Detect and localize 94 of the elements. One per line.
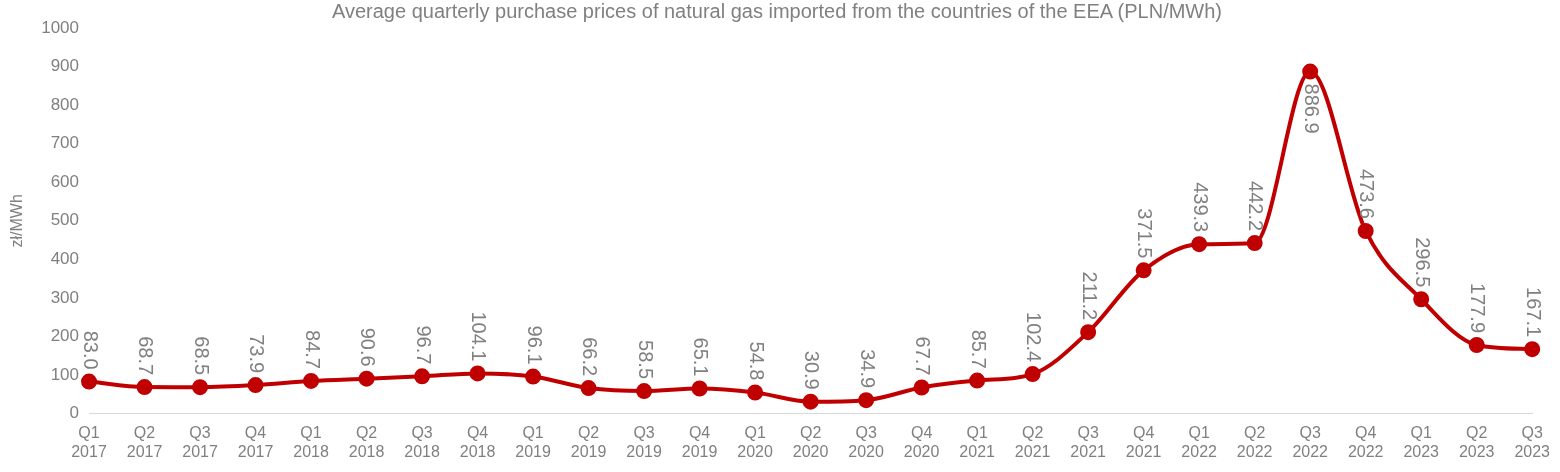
data-label: 58.5 xyxy=(634,340,657,380)
point xyxy=(414,368,431,385)
y-tick-label: 800 xyxy=(50,94,80,114)
y-axis-title: zł/MWh xyxy=(8,194,26,248)
x-tick-label: Q2 2017 xyxy=(126,423,163,460)
data-label: 65.1 xyxy=(690,337,713,377)
point xyxy=(81,373,98,390)
data-label: 67.7 xyxy=(912,336,935,376)
y-tick-label: 1000 xyxy=(41,17,80,37)
data-label: 442.2 xyxy=(1245,181,1268,232)
point xyxy=(1302,63,1319,80)
data-label: 296.5 xyxy=(1411,237,1434,288)
point xyxy=(691,380,708,397)
y-tick-label: 400 xyxy=(50,249,80,269)
point xyxy=(913,379,930,396)
point xyxy=(136,379,153,396)
point xyxy=(802,393,819,410)
data-label: 439.3 xyxy=(1189,182,1212,233)
x-tick-label: Q4 2017 xyxy=(237,423,274,460)
x-tick-label: Q2 2023 xyxy=(1458,423,1495,460)
y-tick-label: 600 xyxy=(50,171,80,191)
x-tick-label: Q2 2019 xyxy=(570,423,607,460)
point xyxy=(303,372,320,389)
x-tick-label: Q3 2021 xyxy=(1070,423,1107,460)
y-tick-label: 200 xyxy=(50,326,80,346)
chart-title: Average quarterly purchase prices of natural gas imported from the countries of the EEA (PLN/MWh) xyxy=(331,0,1223,22)
x-tick-label: Q2 2022 xyxy=(1236,423,1273,460)
data-label: 68.5 xyxy=(190,336,213,376)
x-tick-label: Q1 2018 xyxy=(293,423,329,460)
x-tick-label: Q3 2020 xyxy=(848,423,885,460)
point xyxy=(1468,337,1485,353)
point xyxy=(1524,341,1541,358)
point xyxy=(1191,236,1208,253)
x-tick-label: Q2 2020 xyxy=(792,423,829,460)
point xyxy=(1080,324,1097,341)
y-tick-label: 700 xyxy=(50,133,80,153)
point xyxy=(247,377,264,394)
x-tick-label: Q3 2022 xyxy=(1292,423,1329,460)
point xyxy=(1024,366,1041,383)
x-tick-label: Q1 2023 xyxy=(1403,423,1440,460)
x-tick-label: Q3 2019 xyxy=(626,423,662,460)
data-label: 96.1 xyxy=(523,325,546,365)
x-tick-label: Q1 2019 xyxy=(515,423,551,460)
y-tick-label: 500 xyxy=(50,210,80,230)
data-label: 90.6 xyxy=(357,327,380,367)
x-tick-label: Q4 2018 xyxy=(459,423,496,460)
data-label: 102.4 xyxy=(1023,312,1046,363)
point xyxy=(1413,291,1430,308)
data-label: 211.2 xyxy=(1078,271,1101,321)
data-label: 66.2 xyxy=(579,337,602,377)
data-label: 473.6 xyxy=(1356,168,1379,219)
data-label: 96.7 xyxy=(412,325,435,365)
data-label: 886.9 xyxy=(1300,83,1323,134)
x-tick-label: Q1 2022 xyxy=(1181,423,1218,460)
data-label: 30.9 xyxy=(801,350,824,390)
data-label: 83.0 xyxy=(79,330,102,370)
data-label: 104.1 xyxy=(468,311,491,362)
point xyxy=(969,372,986,389)
data-label: 84.7 xyxy=(301,330,324,369)
data-label: 167.1 xyxy=(1522,287,1545,338)
point xyxy=(358,370,375,387)
data-label: 85.7 xyxy=(967,329,990,369)
data-label: 34.9 xyxy=(856,349,879,389)
point xyxy=(858,392,875,409)
y-tick-label: 100 xyxy=(50,364,80,384)
data-label: 54.8 xyxy=(745,341,768,381)
x-tick-label: Q1 2017 xyxy=(71,423,107,460)
x-tick-label: Q4 2021 xyxy=(1125,423,1162,460)
x-tick-label: Q1 2020 xyxy=(737,423,773,460)
point xyxy=(636,383,653,400)
y-tick-label: 300 xyxy=(50,287,80,307)
point xyxy=(1135,262,1152,279)
x-tick-label: Q3 2017 xyxy=(182,423,218,460)
y-tick-label: 900 xyxy=(50,56,80,76)
x-tick-label: Q4 2020 xyxy=(903,423,940,460)
point xyxy=(1357,222,1374,239)
point xyxy=(192,379,209,396)
data-label: 68.7 xyxy=(135,336,158,376)
x-tick-label: Q1 2021 xyxy=(959,423,996,460)
data-label: 73.9 xyxy=(246,334,269,374)
x-tick-label: Q2 2021 xyxy=(1014,423,1051,460)
data-label: 177.9 xyxy=(1467,282,1490,334)
point xyxy=(525,368,542,385)
y-tick-label: 0 xyxy=(69,403,80,423)
x-tick-label: Q4 2022 xyxy=(1347,423,1384,460)
x-tick-label: Q3 2018 xyxy=(404,423,440,460)
point xyxy=(469,365,486,382)
x-tick-label: Q4 2019 xyxy=(681,423,718,460)
x-tick-label: Q2 2018 xyxy=(348,423,385,460)
x-tick-label: Q3 2023 xyxy=(1514,423,1551,460)
point xyxy=(747,384,764,401)
data-label: 371.5 xyxy=(1134,208,1157,259)
point xyxy=(1246,235,1263,252)
point xyxy=(580,380,597,397)
